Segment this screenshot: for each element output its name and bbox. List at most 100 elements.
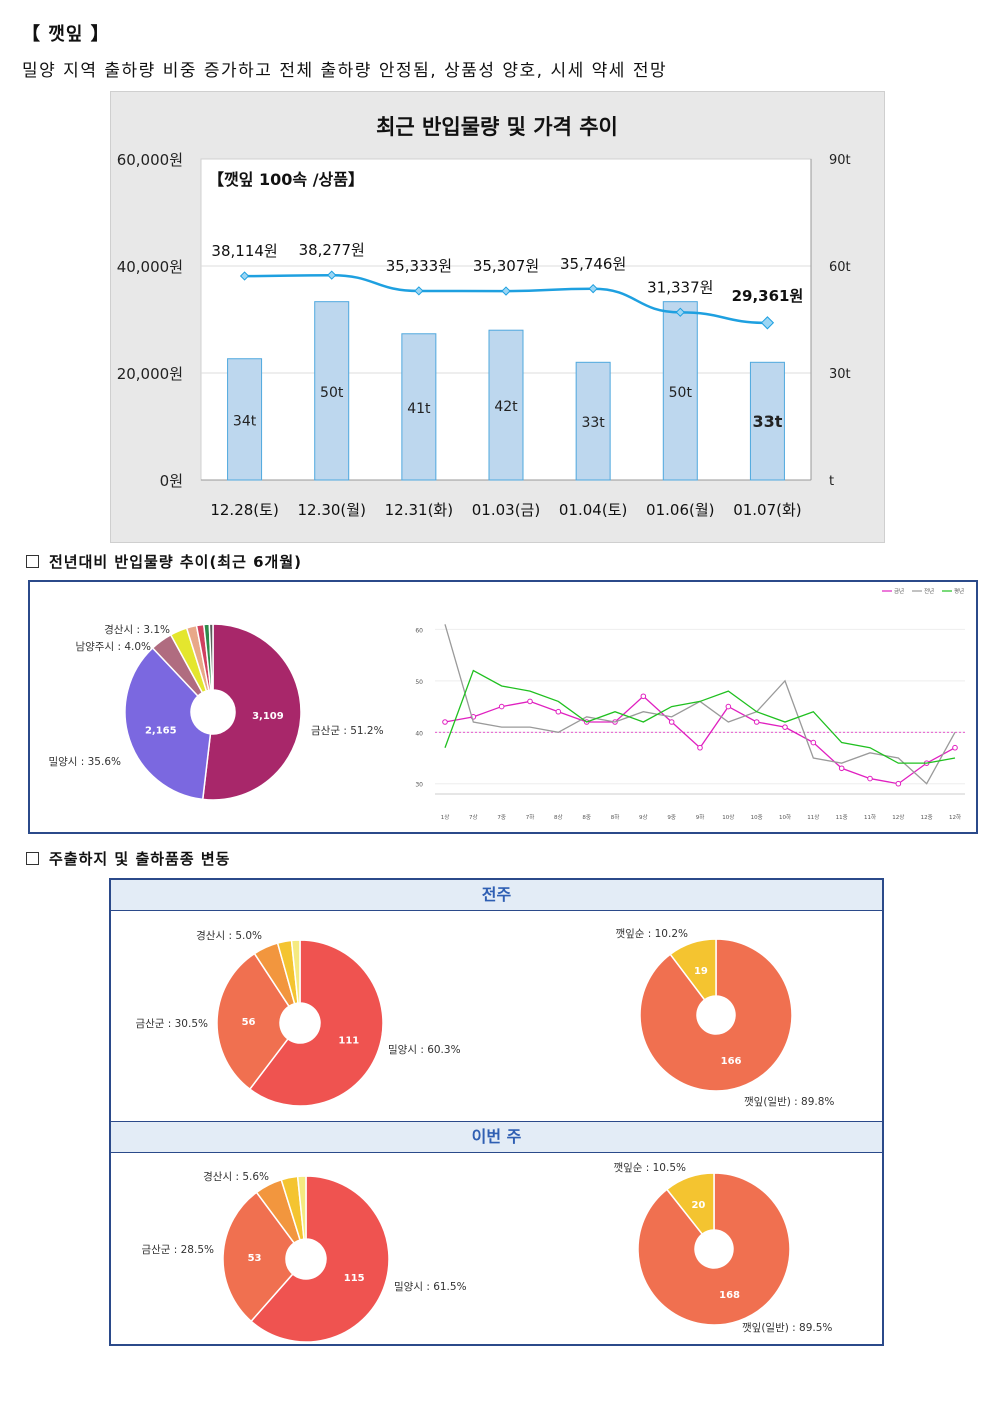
slice-label: 깻잎순 : 10.5%: [613, 1162, 686, 1174]
slice-label: 금산군 : 28.5%: [141, 1244, 214, 1256]
pie-slice: [669, 938, 717, 1001]
category-label: 12.28(토): [210, 501, 278, 519]
x-tick-label: 7하: [526, 813, 535, 821]
pie-slice: [222, 1191, 296, 1323]
series-marker: [753, 719, 760, 725]
volume-bar: [575, 361, 611, 481]
volume-price-chart-svg: 최근 반입물량 및 가격 추이 0원 20,000원 40,000원 60,000원 t 3…: [117, 115, 851, 519]
price-marker: [675, 307, 685, 317]
shipping-section-title: 주출하지 및 출하품종 변동: [26, 848, 230, 869]
pie-slice: [637, 1172, 791, 1326]
price-label: 31,337원: [647, 278, 713, 296]
category-label: 01.06(월): [646, 501, 714, 519]
shipping-panel: 전주 이번 주 111 밀양시 : 60.3% 56 금산군 : 30.5% 경산시 :…: [109, 878, 884, 1346]
price-label: 35,333원: [386, 257, 452, 275]
pie-slice: [216, 952, 291, 1091]
y-tick-label: 30: [415, 782, 423, 789]
right-tick-label: 30t: [829, 367, 851, 382]
series-line: [444, 669, 956, 764]
series-marker: [895, 780, 902, 787]
x-tick-label: 8중: [582, 814, 591, 821]
price-label: 35,307원: [473, 257, 539, 275]
slice-value-label: 56: [242, 1017, 256, 1028]
y-tick-label: 50: [415, 679, 423, 686]
volume-bar: [314, 301, 350, 481]
x-tick-label: 10상: [722, 813, 734, 821]
series-marker: [838, 765, 845, 772]
x-tick-label: 8상: [554, 813, 563, 821]
product-label: 【깻잎 100속 /상품】: [208, 170, 364, 189]
slice-label: 금산군 : 30.5%: [135, 1018, 208, 1030]
series-marker: [555, 708, 562, 715]
x-tick-label: 11하: [864, 813, 876, 821]
x-tick-label: 12하: [949, 813, 961, 821]
legend-label: 전년: [924, 587, 934, 595]
x-tick-label: 11상: [807, 813, 819, 821]
page-heading: 【 깻잎 】: [22, 24, 110, 45]
x-tick-label: 1상: [441, 813, 450, 821]
x-tick-label: 8하: [611, 813, 620, 821]
pie-slice: [639, 938, 793, 1092]
pie-slice: [208, 623, 214, 691]
x-tick-label: 11중: [836, 814, 848, 821]
shipping-charts-svg: 111 밀양시 : 60.3% 56 금산군 : 30.5% 경산시 : 5.0% 166…: [135, 928, 834, 1343]
slice-label: 밀양시 : 60.3%: [388, 1044, 461, 1056]
volume-label: 42t: [494, 399, 518, 415]
price-label: 35,746원: [560, 255, 626, 273]
slice-value-label: 20: [691, 1200, 705, 1211]
x-tick-label: 12상: [892, 813, 904, 821]
legend-label: 평년: [954, 587, 964, 595]
series-line: [444, 695, 956, 785]
y-tick-label: 40: [415, 730, 423, 737]
x-tick-label: 7중: [497, 814, 506, 821]
slice-value-label: 115: [344, 1273, 365, 1284]
y-tick-label: 60: [415, 627, 423, 634]
volume-bar: [662, 301, 698, 481]
series-line: [444, 624, 956, 785]
x-tick-label: 9중: [667, 814, 676, 821]
pie-slice: [290, 939, 301, 1004]
yoy-panel: 3,109 금산군 : 51.2% 2,165 밀양시 : 35.6% 남양주시 : 4…: [28, 580, 978, 834]
x-tick-label: 9하: [696, 813, 705, 821]
legend-label: 금년: [894, 587, 904, 595]
left-tick-label: 60,000원: [117, 151, 183, 169]
series-marker: [640, 693, 647, 700]
slice-label: 깻잎(일반) : 89.8%: [744, 1095, 834, 1108]
slice-label: 남양주시 : 4.0%: [75, 641, 151, 653]
slice-value-label: 3,109: [252, 711, 284, 722]
slice-label: 경산시 : 5.0%: [196, 929, 262, 942]
category-label: 12.30(월): [297, 501, 365, 519]
slice-value-label: 53: [248, 1253, 262, 1264]
right-tick-label: 90t: [829, 153, 851, 168]
price-label: 38,114원: [211, 242, 277, 260]
series-marker: [498, 703, 505, 710]
pie-slice: [296, 1175, 307, 1240]
price-marker: [414, 286, 424, 296]
volume-bar: [488, 329, 524, 481]
slice-value-label: 2,165: [145, 725, 177, 736]
left-tick-label: 20,000원: [117, 365, 183, 383]
price-marker: [588, 284, 598, 294]
volume-bar: [749, 361, 785, 481]
this-week-band: 이번 주: [111, 1121, 882, 1153]
series-marker: [527, 698, 533, 705]
x-tick-label: 10하: [779, 813, 791, 821]
pie-slice: [201, 623, 302, 801]
x-tick-label: 10중: [751, 814, 763, 821]
series-marker: [867, 775, 873, 782]
volume-label: 41t: [407, 401, 431, 417]
x-tick-label: 9상: [639, 813, 648, 821]
series-marker: [782, 724, 788, 730]
series-marker: [697, 744, 703, 751]
slice-value-label: 168: [719, 1290, 740, 1301]
price-label: 29,361원: [732, 287, 804, 305]
price-marker: [760, 316, 775, 330]
checkbox-icon: [26, 555, 39, 568]
volume-bar: [227, 358, 263, 481]
x-tick-label: 7상: [469, 813, 478, 821]
x-tick-label: 12중: [921, 814, 933, 821]
price-label: 38,277원: [299, 241, 365, 259]
category-label: 01.07(화): [733, 501, 801, 519]
volume-label: 50t: [669, 385, 693, 401]
pie-slice: [250, 1175, 390, 1343]
